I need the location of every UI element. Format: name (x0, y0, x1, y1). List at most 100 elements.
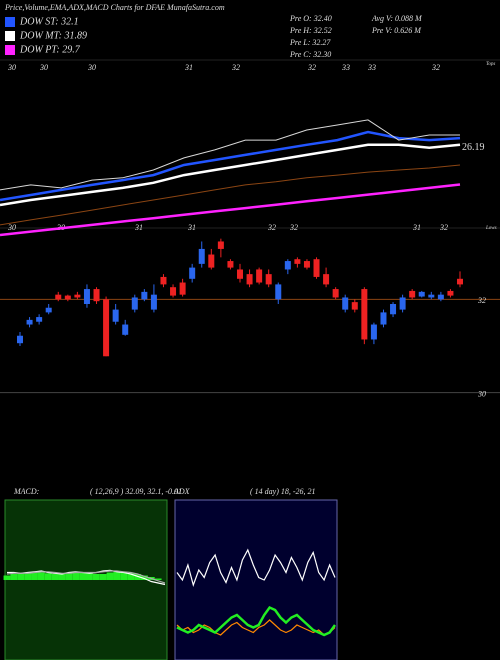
candle-body (275, 284, 282, 300)
candle-body (83, 289, 90, 304)
histogram-bar (17, 573, 25, 580)
candle-body (55, 294, 62, 300)
histogram-bar (113, 571, 121, 580)
candle-body (150, 294, 157, 310)
candle-body (179, 282, 186, 295)
histogram-bar (92, 574, 100, 580)
series-line (6, 570, 166, 584)
lows-label: 31 (134, 223, 143, 232)
y-tick-label: 30 (477, 389, 486, 398)
candle-body (131, 297, 138, 310)
candle-body (265, 274, 272, 285)
candle-body (437, 294, 444, 300)
candle-body (399, 297, 406, 310)
tops-label: 30 (39, 63, 48, 72)
candle-body (303, 261, 310, 268)
legend-swatch (5, 45, 15, 55)
candle-body (17, 335, 23, 344)
legend-label: DOW ST: 32.1 (19, 16, 79, 27)
histogram-bar (3, 575, 11, 580)
legend-label: DOW MT: 31.89 (19, 30, 87, 41)
candle-body (332, 289, 339, 298)
candle-body (237, 269, 243, 279)
histogram-bar (31, 572, 38, 580)
candle-body (390, 304, 397, 315)
candle-body (457, 278, 463, 285)
series-line (0, 164, 461, 226)
candle-body (189, 267, 196, 279)
candle-body (284, 261, 291, 270)
tops-label: 32 (307, 63, 316, 72)
histogram-bar (79, 572, 86, 580)
legend-swatch (5, 17, 15, 27)
series-line (0, 183, 461, 237)
histogram-bar (134, 574, 141, 580)
lows-label: 32 (439, 223, 448, 232)
histogram-bar (99, 574, 107, 580)
pre-high: Pre H: 32.52 (289, 26, 332, 35)
y-tick-label: 26.19 (462, 142, 485, 153)
legend-label: DOW PT: 29.7 (19, 44, 81, 55)
series-line (0, 119, 460, 191)
candle-body (93, 289, 100, 302)
candle-body (112, 309, 119, 322)
candle-body (103, 299, 110, 357)
candle-body (45, 307, 52, 313)
histogram-bar (58, 574, 66, 580)
series-line (0, 143, 461, 207)
lows-title: Lows (485, 226, 497, 231)
candle-body (294, 259, 301, 264)
panel-title: ADX (173, 487, 191, 496)
pre-open: Pre O: 32.40 (289, 14, 332, 23)
candle-body (370, 324, 377, 340)
candle-body (323, 274, 330, 285)
tops-label: 33 (341, 63, 350, 72)
pre-low: Pre L: 32.27 (289, 38, 331, 47)
candle-body (256, 269, 263, 283)
pre-close: Pre C: 32.30 (289, 50, 331, 59)
candle-body (361, 289, 368, 340)
histogram-bar (24, 572, 32, 580)
tops-label: 30 (7, 63, 16, 72)
lows-label: 30 (7, 223, 16, 232)
page-title: Price,Volume,EMA,ADX,MACD Charts for DFA… (4, 3, 225, 12)
panel-subtitle: ( 14 day) 18, -26, 21 (250, 487, 316, 496)
lows-label: 32 (289, 223, 298, 232)
candle-body (208, 254, 215, 268)
histogram-bar (120, 572, 128, 580)
histogram-bar (65, 573, 73, 580)
histogram-bar (127, 573, 135, 580)
histogram-bar (44, 573, 52, 580)
histogram-bar (86, 573, 93, 580)
histogram-bar (72, 572, 80, 580)
candle-body (246, 274, 253, 285)
histogram-bar (140, 575, 148, 580)
candle-body (26, 319, 33, 325)
tops-label: 30 (87, 63, 96, 72)
histogram-bar (106, 572, 114, 580)
candle-body (170, 287, 177, 296)
pre-volume: Pre V: 0.626 M (371, 26, 422, 35)
candle-body (64, 295, 71, 300)
series-line (176, 605, 337, 637)
candle-body (141, 291, 148, 300)
tops-label: 32 (431, 63, 440, 72)
candle-body (122, 324, 129, 335)
tops-label: 32 (231, 63, 240, 72)
candle-body (227, 261, 234, 268)
candle-body (351, 302, 358, 310)
adx-panel (174, 499, 338, 660)
candle-body (36, 317, 43, 322)
candle-body (217, 241, 224, 249)
lows-label: 32 (267, 223, 276, 232)
candle-body (409, 290, 416, 298)
series-line (176, 548, 336, 587)
histogram-bar (51, 574, 59, 580)
legend-swatch (5, 31, 15, 41)
lows-label: 31 (187, 223, 196, 232)
candle-body (198, 248, 205, 264)
histogram-bar (37, 572, 45, 580)
avg-volume: Avg V: 0.088 M (371, 14, 423, 23)
candle-body (160, 276, 167, 285)
